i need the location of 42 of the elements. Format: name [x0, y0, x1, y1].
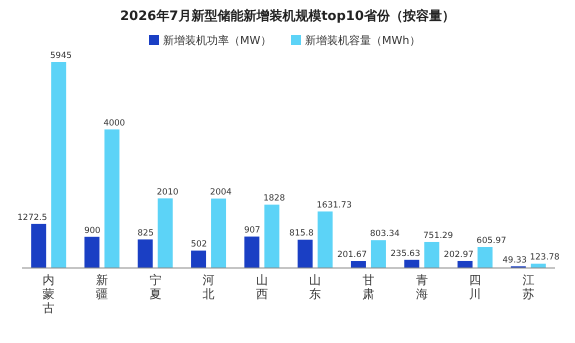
data-label: 605.97	[476, 236, 506, 246]
data-label: 201.67	[337, 250, 367, 260]
bar	[158, 198, 173, 268]
bar	[138, 239, 153, 268]
data-label: 4000	[103, 118, 126, 128]
data-label: 1272.5	[17, 212, 48, 223]
data-label: 202.97	[444, 250, 474, 260]
data-label: 751.29	[423, 230, 453, 241]
bar	[191, 250, 206, 268]
bar	[530, 264, 546, 268]
data-label: 49.33	[502, 255, 527, 266]
data-label: 2004	[210, 188, 232, 198]
bar	[51, 62, 66, 268]
data-label: 502	[190, 240, 208, 250]
data-label: 803.34	[370, 229, 400, 240]
data-label: 235.63	[390, 248, 420, 259]
bar	[211, 198, 226, 268]
bar	[84, 236, 100, 268]
bar	[370, 240, 386, 268]
title: 2026年7月新型储能新增装机规模top10省份（按容量）	[120, 9, 455, 24]
legend-label: 新增装机功率（MW）	[163, 34, 272, 47]
bar	[404, 260, 420, 268]
bar	[264, 204, 280, 268]
bar	[424, 242, 440, 268]
bar	[350, 261, 366, 268]
data-label: 815.8	[289, 228, 314, 239]
bar	[244, 236, 260, 268]
bar	[104, 129, 120, 268]
data-label: 900	[84, 226, 100, 236]
data-label: 1631.73	[316, 200, 352, 210]
data-label: 5945	[50, 51, 72, 61]
bar	[318, 211, 333, 268]
bar	[478, 247, 493, 268]
data-label: 907	[244, 226, 260, 236]
bar	[458, 260, 473, 268]
data-label: 2010	[156, 187, 178, 198]
bar	[31, 224, 46, 268]
legend-label: 新增装机容量（MWh）	[305, 34, 420, 47]
bar	[298, 240, 313, 268]
data-label: 825	[138, 228, 154, 238]
data-label: 123.78	[530, 252, 560, 263]
data-label: 1828	[263, 194, 285, 204]
